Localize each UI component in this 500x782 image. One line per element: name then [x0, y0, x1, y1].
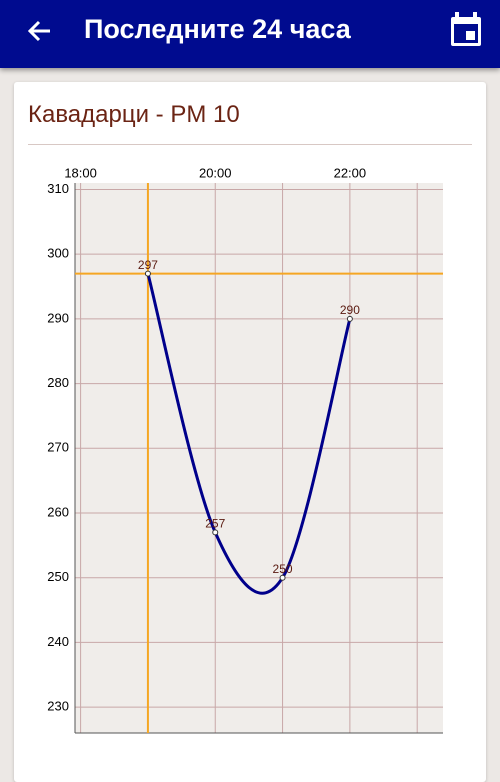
app-title: Последните 24 часа — [84, 14, 351, 44]
y-tick-label: 310 — [47, 181, 69, 196]
y-tick-label: 250 — [47, 569, 69, 584]
x-tick-label: 22:00 — [334, 165, 367, 180]
point — [279, 574, 286, 581]
y-tick-label: 270 — [47, 440, 69, 455]
app-bar: Последните 24 часа — [0, 0, 500, 68]
value-label: 257 — [205, 517, 225, 531]
plot-area — [75, 183, 443, 733]
card-title: Кавадарци - PM 10 — [28, 101, 240, 128]
y-tick-label: 280 — [47, 375, 69, 390]
value-label: 290 — [340, 303, 360, 317]
value-label: 297 — [138, 258, 158, 272]
y-tick-label: 290 — [47, 310, 69, 325]
y-tick-label: 240 — [47, 634, 69, 649]
point — [212, 529, 219, 536]
point — [144, 270, 151, 277]
line — [146, 273, 352, 595]
y-tick-label: 300 — [47, 246, 69, 261]
divider — [28, 144, 472, 145]
y-tick-label: 260 — [47, 504, 69, 519]
x-tick-label: 20:00 — [199, 165, 232, 180]
calendar-button[interactable] — [449, 12, 483, 48]
x-tick-label: 18:00 — [64, 165, 97, 180]
y-tick-label: 230 — [47, 699, 69, 714]
back-button[interactable] — [24, 16, 54, 46]
point — [346, 315, 353, 322]
value-label: 250 — [273, 562, 293, 576]
